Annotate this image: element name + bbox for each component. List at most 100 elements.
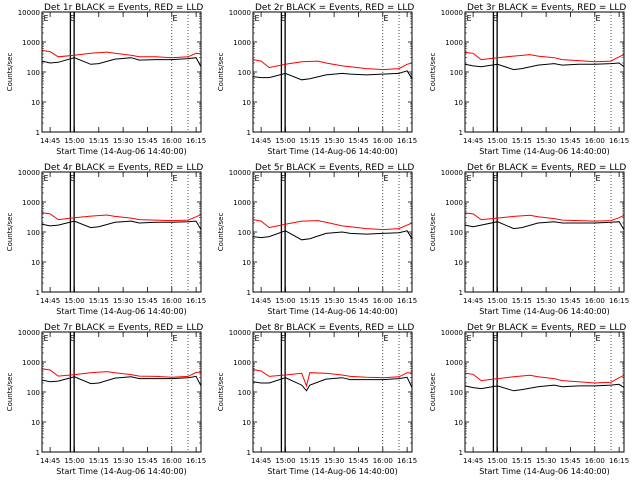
x-tick-label: 15:00 <box>275 457 295 465</box>
y-axis-label: Counts/sec <box>429 53 437 92</box>
x-tick-label: 16:00 <box>162 137 182 145</box>
y-tick-label: 10000 <box>441 169 463 177</box>
events-series-line <box>464 221 625 230</box>
y-tick-label: 10000 <box>441 9 463 17</box>
chart-title: Det 2r BLACK = Events, RED = LLD <box>255 3 414 13</box>
x-tick-label: 15:15 <box>300 137 320 145</box>
marker-label: E <box>281 174 286 183</box>
marker-label: E <box>493 174 498 183</box>
marker-label: E <box>384 334 389 343</box>
x-tick-label: 16:15 <box>397 457 417 465</box>
marker-label: E <box>44 174 49 183</box>
x-tick-label: 15:15 <box>89 137 109 145</box>
y-tick-label: 1 <box>459 129 463 137</box>
y-tick-label: 100 <box>238 229 251 237</box>
y-tick-label: 100 <box>27 229 40 237</box>
chart-panel-1: Det 1r BLACK = Events, RED = LLD Counts/s… <box>6 3 206 156</box>
x-tick-label: 14:45 <box>463 137 483 145</box>
x-tick-label: 14:45 <box>40 137 60 145</box>
chart-title: Det 1r BLACK = Events, RED = LLD <box>44 3 203 13</box>
marker-label: E <box>467 334 472 343</box>
chart-title: Det 8r BLACK = Events, RED = LLD <box>255 323 414 333</box>
chart-title: Det 9r BLACK = Events, RED = LLD <box>467 323 626 333</box>
lld-series-line <box>41 50 202 59</box>
marker-label: E <box>596 334 601 343</box>
y-tick-label: 1 <box>459 289 463 297</box>
marker-label: E <box>70 14 75 23</box>
marker-label: E <box>596 174 601 183</box>
y-tick-label: 10 <box>242 259 251 267</box>
x-tick-label: 16:15 <box>186 457 206 465</box>
events-series-line <box>252 376 413 392</box>
marker-label: E <box>281 14 286 23</box>
x-tick-label: 16:00 <box>162 297 182 305</box>
x-tick-label: 15:00 <box>275 297 295 305</box>
y-tick-label: 1000 <box>233 359 251 367</box>
y-tick-label: 1000 <box>445 199 463 207</box>
x-axis-label: Start Time (14-Aug-06 14:40:00) <box>56 307 187 316</box>
plot-frame <box>41 331 202 453</box>
x-tick-label: 16:15 <box>186 297 206 305</box>
lld-series-line <box>252 59 413 71</box>
x-axis-label: Start Time (14-Aug-06 14:40:00) <box>56 147 187 156</box>
events-series-line <box>252 70 413 81</box>
x-tick-label: 15:30 <box>113 457 133 465</box>
x-tick-label: 15:00 <box>487 457 507 465</box>
lld-series-line <box>464 372 625 384</box>
plot-frame <box>464 171 625 293</box>
y-tick-label: 1 <box>459 449 463 457</box>
x-tick-label: 15:30 <box>324 137 344 145</box>
x-tick-label: 15:00 <box>64 457 84 465</box>
y-tick-label: 10 <box>454 99 463 107</box>
y-axis-label: Counts/sec <box>6 53 14 92</box>
y-axis-label: Counts/sec <box>6 373 14 412</box>
y-tick-label: 1 <box>247 449 251 457</box>
y-tick-label: 100 <box>450 389 463 397</box>
chart-panel-5: Det 5r BLACK = Events, RED = LLD Counts/s… <box>217 163 417 316</box>
y-tick-label: 1000 <box>22 39 40 47</box>
x-tick-label: 14:45 <box>463 297 483 305</box>
x-tick-label: 14:45 <box>40 457 60 465</box>
x-axis-label: Start Time (14-Aug-06 14:40:00) <box>56 467 187 476</box>
x-tick-label: 15:00 <box>275 137 295 145</box>
x-tick-label: 16:00 <box>585 457 605 465</box>
y-tick-label: 10000 <box>18 169 40 177</box>
plot-frame <box>41 171 202 293</box>
marker-label: E <box>255 14 260 23</box>
y-tick-label: 100 <box>238 69 251 77</box>
y-tick-label: 10000 <box>229 329 251 337</box>
plot-frame <box>252 171 413 293</box>
marker-label: E <box>255 174 260 183</box>
events-series-line <box>41 220 202 230</box>
chart-panel-2: Det 2r BLACK = Events, RED = LLD Counts/s… <box>217 3 417 156</box>
events-series-line <box>464 62 625 71</box>
y-tick-label: 10000 <box>18 9 40 17</box>
x-tick-label: 15:00 <box>64 137 84 145</box>
x-tick-label: 15:30 <box>324 297 344 305</box>
x-tick-label: 15:15 <box>512 137 532 145</box>
x-tick-label: 16:00 <box>585 297 605 305</box>
x-tick-label: 15:15 <box>89 297 109 305</box>
x-tick-label: 16:15 <box>186 137 206 145</box>
x-tick-label: 16:15 <box>609 137 629 145</box>
x-tick-label: 15:00 <box>487 297 507 305</box>
marker-label: E <box>467 14 472 23</box>
x-tick-label: 15:30 <box>113 137 133 145</box>
marker-label: E <box>384 174 389 183</box>
chart-title: Det 5r BLACK = Events, RED = LLD <box>255 163 414 173</box>
chart-title: Det 4r BLACK = Events, RED = LLD <box>44 163 203 173</box>
y-tick-label: 1 <box>36 129 40 137</box>
events-series-line <box>464 383 625 392</box>
y-tick-label: 1000 <box>22 359 40 367</box>
y-axis-label: Counts/sec <box>217 373 225 412</box>
y-tick-label: 100 <box>450 229 463 237</box>
x-tick-label: 15:45 <box>137 297 157 305</box>
marker-label: E <box>44 14 49 23</box>
marker-label: E <box>173 334 178 343</box>
y-tick-label: 1000 <box>233 199 251 207</box>
chart-panel-7: Det 7r BLACK = Events, RED = LLD Counts/s… <box>6 323 206 476</box>
x-tick-label: 15:45 <box>348 297 368 305</box>
y-tick-label: 1 <box>36 289 40 297</box>
y-axis-label: Counts/sec <box>217 53 225 92</box>
y-tick-label: 100 <box>238 389 251 397</box>
